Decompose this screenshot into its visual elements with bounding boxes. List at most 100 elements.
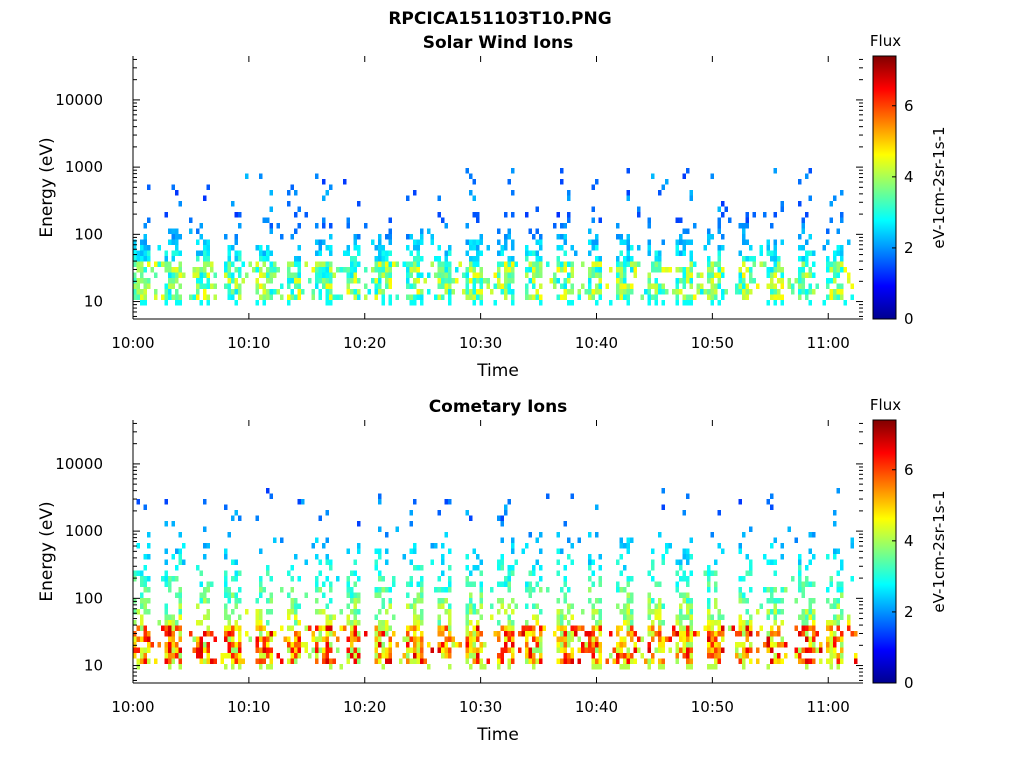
heatmap-cell — [353, 631, 357, 637]
heatmap-cell — [409, 294, 413, 300]
heatmap-cell — [266, 565, 270, 571]
heatmap-cell — [322, 658, 326, 664]
heatmap-cell — [829, 289, 833, 295]
x-tick-label: 10:50 — [691, 334, 734, 352]
heatmap-cell — [689, 554, 693, 560]
heatmap-cell — [416, 272, 420, 278]
heatmap-cell — [689, 256, 693, 262]
heatmap-cell — [770, 658, 774, 664]
heatmap-cell — [437, 576, 441, 582]
heatmap-cell — [528, 625, 532, 631]
heatmap-cell — [441, 559, 445, 565]
heatmap-cell — [836, 614, 840, 620]
heatmap-cell — [175, 625, 179, 631]
heatmap-cell — [444, 223, 448, 229]
heatmap-cell — [682, 272, 686, 278]
heatmap-cell — [511, 609, 515, 615]
heatmap-cell — [227, 598, 231, 604]
heatmap-cell — [598, 642, 602, 648]
heatmap-cell — [420, 565, 424, 571]
heatmap-cell — [507, 620, 511, 626]
heatmap-cell — [675, 283, 679, 289]
heatmap-cell — [469, 603, 473, 609]
heatmap-cell — [626, 664, 630, 670]
heatmap-cell — [682, 592, 686, 598]
x-tick-label: 10:20 — [343, 334, 386, 352]
heatmap-cell — [532, 294, 536, 300]
heatmap-cell — [570, 283, 574, 289]
heatmap-cell — [374, 636, 378, 642]
heatmap-cell — [437, 195, 441, 201]
heatmap-cell — [294, 647, 298, 653]
heatmap-cell — [798, 278, 802, 284]
heatmap-cell — [269, 278, 273, 284]
heatmap-cell — [756, 658, 760, 664]
heatmap-cell — [591, 206, 595, 212]
heatmap-cell — [227, 636, 231, 642]
heatmap-cell — [518, 631, 522, 637]
heatmap-cell — [364, 283, 368, 289]
heatmap-cell — [532, 603, 536, 609]
heatmap-cell — [175, 642, 179, 648]
heatmap-cell — [224, 653, 228, 659]
heatmap-cell — [570, 625, 574, 631]
heatmap-cell — [626, 289, 630, 295]
heatmap-cell — [497, 515, 501, 521]
heatmap-cell — [651, 565, 655, 571]
heatmap-cell — [829, 278, 833, 284]
heatmap-cell — [668, 636, 672, 642]
heatmap-cell — [689, 609, 693, 615]
heatmap-cell — [266, 653, 270, 659]
heatmap-cell — [143, 565, 147, 571]
heatmap-cell — [647, 631, 651, 637]
heatmap-cell — [315, 223, 319, 229]
heatmap-cell — [140, 603, 144, 609]
heatmap-cell — [259, 581, 263, 587]
heatmap-cell — [325, 300, 329, 306]
heatmap-cell — [304, 642, 308, 648]
heatmap-cell — [413, 245, 417, 251]
heatmap-cell — [287, 272, 291, 278]
heatmap-cell — [794, 278, 798, 284]
heatmap-cell — [245, 173, 249, 179]
heatmap-cell — [196, 228, 200, 234]
heatmap-cell — [829, 620, 833, 626]
heatmap-cell — [318, 272, 322, 278]
heatmap-cell — [532, 614, 536, 620]
heatmap-cell — [679, 614, 683, 620]
heatmap-cell — [539, 647, 543, 653]
heatmap-cell — [703, 245, 707, 251]
heatmap-cell — [539, 658, 543, 664]
heatmap-cell — [287, 592, 291, 598]
heatmap-cell — [794, 625, 798, 631]
heatmap-cell — [829, 201, 833, 207]
heatmap-cell — [448, 283, 452, 289]
heatmap-cell — [178, 609, 182, 615]
heatmap-cell — [630, 609, 634, 615]
heatmap-cell — [584, 642, 588, 648]
heatmap-cell — [675, 217, 679, 223]
heatmap-cell — [476, 212, 480, 218]
heatmap-cell — [206, 631, 210, 637]
heatmap-cell — [311, 631, 315, 637]
heatmap-cell — [801, 592, 805, 598]
heatmap-cell — [766, 283, 770, 289]
heatmap-cell — [647, 272, 651, 278]
heatmap-cell — [465, 565, 469, 571]
heatmap-cell — [413, 543, 417, 549]
heatmap-cell — [682, 294, 686, 300]
heatmap-cell — [280, 537, 284, 543]
x-axis-label: Time — [476, 725, 519, 745]
heatmap-cell — [808, 272, 812, 278]
heatmap-cell — [469, 647, 473, 653]
heatmap-cell — [497, 278, 501, 284]
heatmap-cell — [280, 658, 284, 664]
heatmap-cell — [259, 250, 263, 256]
heatmap-cell — [805, 620, 809, 626]
heatmap-cell — [654, 283, 658, 289]
heatmap-cell — [227, 614, 231, 620]
heatmap-cell — [682, 267, 686, 273]
heatmap-cell — [329, 283, 333, 289]
heatmap-cell — [850, 294, 854, 300]
heatmap-cell — [371, 278, 375, 284]
